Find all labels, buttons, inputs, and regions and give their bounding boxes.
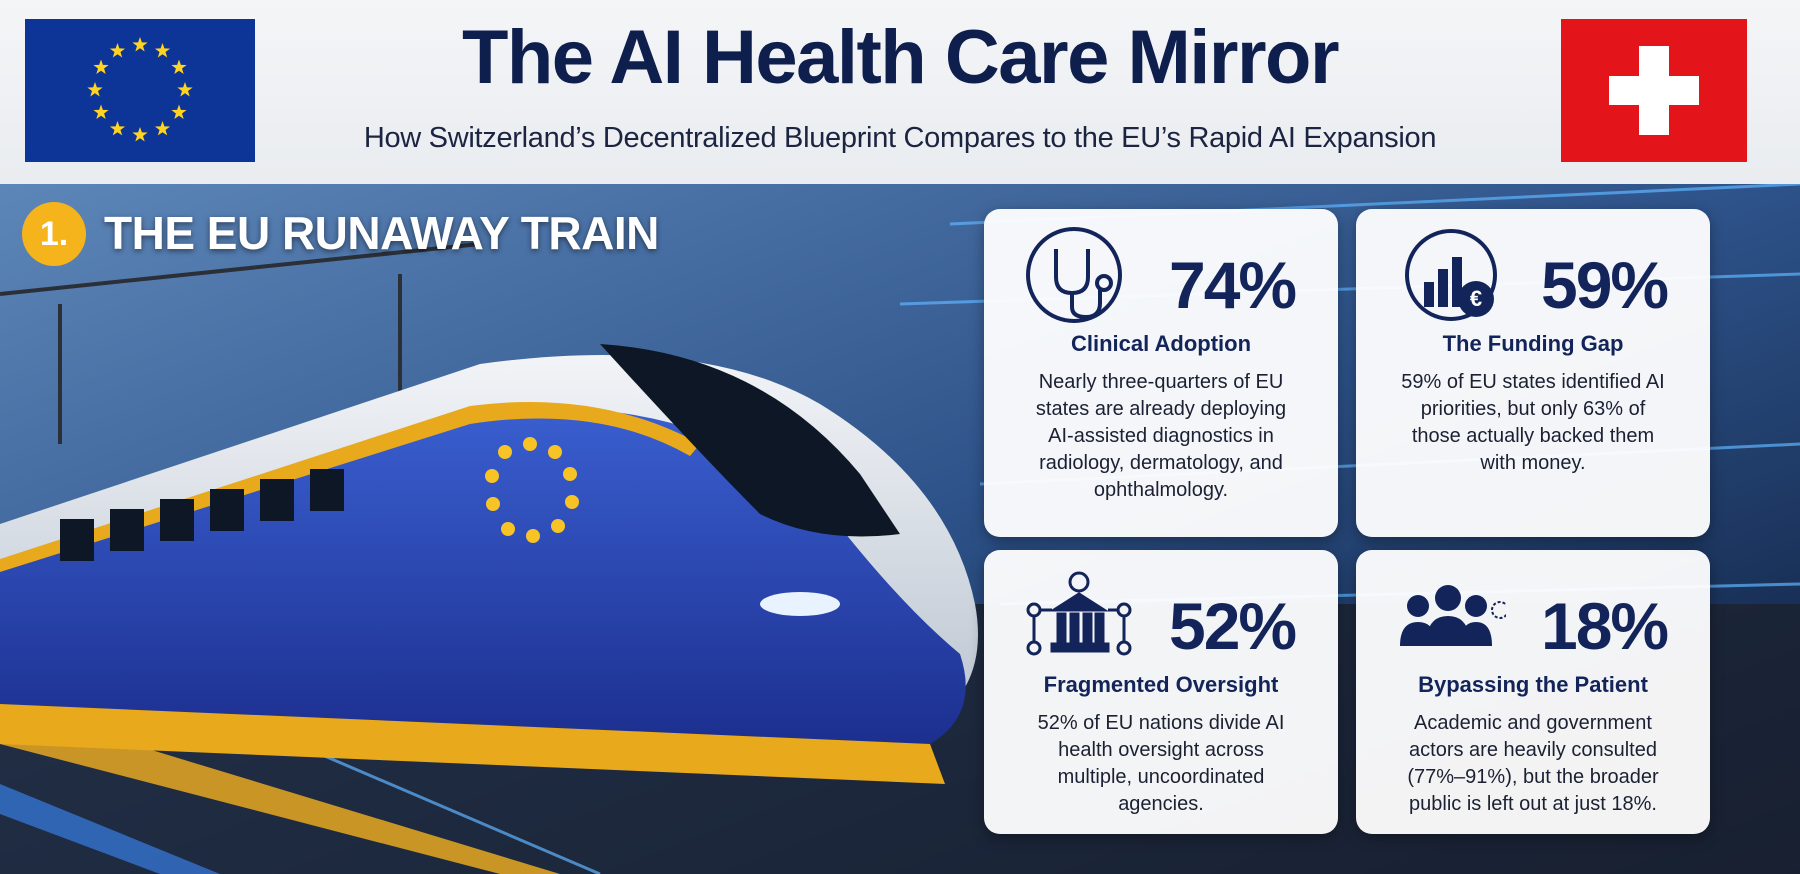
stat: 59% bbox=[1541, 248, 1669, 322]
flag-star bbox=[93, 59, 109, 74]
title: The AI Health Care Mirror bbox=[461, 15, 1340, 100]
oversight-icon bbox=[1026, 571, 1132, 656]
card-label: Bypassing the Patient bbox=[1418, 672, 1648, 697]
flag-star bbox=[171, 104, 187, 119]
flag-star bbox=[177, 82, 193, 97]
stat-card: 52% Fragmented Oversight 52% of EU natio… bbox=[984, 550, 1338, 834]
card-label: Fragmented Oversight bbox=[1043, 672, 1279, 697]
stat: 18% bbox=[1541, 589, 1669, 663]
stat-card: 18% Bypassing the Patient Academic and g… bbox=[1356, 550, 1710, 834]
card-label: Clinical Adoption bbox=[1070, 331, 1252, 356]
stat-card: 74% Clinical Adoption Nearly three-quart… bbox=[984, 209, 1338, 537]
svg-text:€: € bbox=[1470, 286, 1482, 311]
card-description: 59% of EU states identified AI prioritie… bbox=[1401, 371, 1665, 474]
stat: 52% bbox=[1169, 589, 1297, 663]
stat: 74% bbox=[1169, 248, 1297, 322]
people-icon bbox=[1400, 585, 1506, 646]
swiss-flag bbox=[1561, 19, 1747, 162]
subtitle: How Switzerland’s Decentralized Blueprin… bbox=[363, 122, 1437, 154]
flag-star bbox=[154, 43, 171, 58]
stethoscope-icon bbox=[1026, 227, 1122, 323]
flag-star bbox=[171, 59, 187, 74]
eu-flag bbox=[25, 19, 255, 162]
card-description: 52% of EU nations divide AI health overs… bbox=[1037, 712, 1285, 815]
flag-star bbox=[154, 121, 171, 136]
card-label: The Funding Gap bbox=[1442, 331, 1624, 356]
header: The AI Health Care Mirror How Switzerlan… bbox=[0, 0, 1800, 184]
flag-star bbox=[132, 37, 148, 52]
card-description: Academic and government actors are heavi… bbox=[1407, 712, 1659, 815]
flag-star bbox=[109, 121, 126, 136]
section-title: THE EU RUNAWAY TRAIN bbox=[104, 207, 659, 259]
funding-icon: € bbox=[1405, 229, 1497, 321]
flag-star bbox=[109, 43, 126, 58]
flag-star bbox=[87, 82, 103, 97]
flag-star bbox=[132, 127, 148, 142]
flag-star bbox=[93, 104, 109, 119]
card-description: Nearly three-quarters of EU states are a… bbox=[1035, 371, 1287, 501]
stat-card: € 59% The Funding Gap 59% of EU states i… bbox=[1356, 209, 1710, 537]
section-number: 1. bbox=[22, 202, 86, 266]
